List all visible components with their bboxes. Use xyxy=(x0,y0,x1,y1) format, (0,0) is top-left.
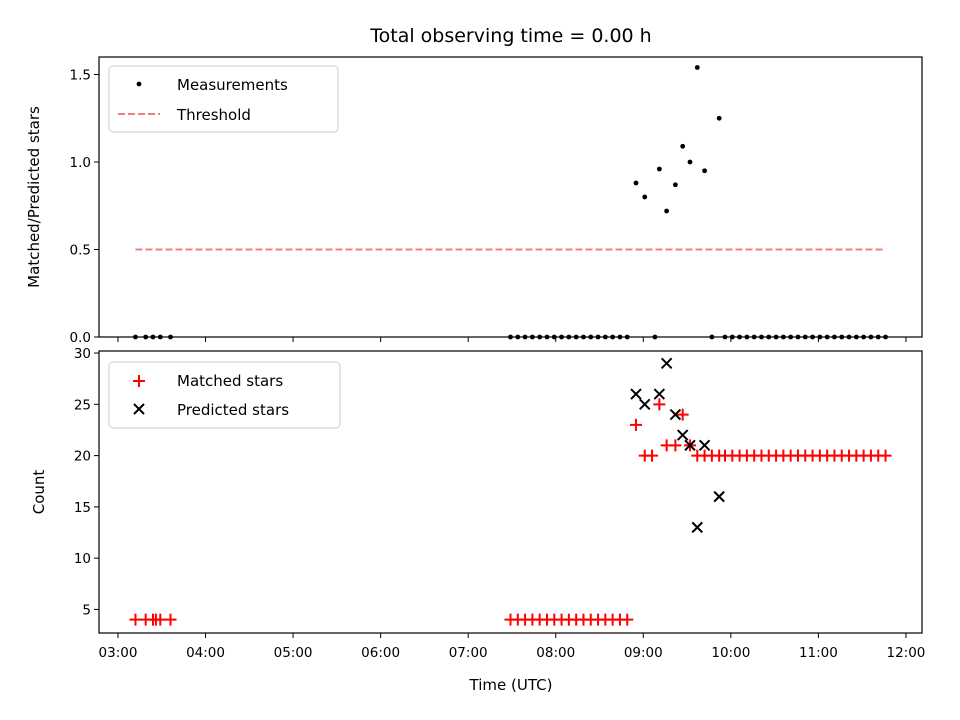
bottom-y-tick-label: 10 xyxy=(74,551,91,567)
matched-stars-point xyxy=(621,613,634,626)
bottom-y-tick-label: 15 xyxy=(74,500,91,516)
predicted-stars-point xyxy=(691,521,703,534)
bottom-x-tick-label: 12:00 xyxy=(886,645,925,661)
x-axis-label: Time (UTC) xyxy=(469,676,553,694)
bottom-x-tick-label: 11:00 xyxy=(799,645,838,661)
matched-stars-point xyxy=(154,613,167,626)
legend-predicted-marker xyxy=(133,403,145,415)
measurements-point xyxy=(694,65,700,70)
top-y-tick-label: 0.0 xyxy=(70,330,91,346)
matched-stars-point xyxy=(646,449,659,462)
bottom-panel: 5 10 15 20 25 30 03:00 04:00 05:00 06:00 07:00 08:… xyxy=(30,346,925,694)
top-panel: 0.0 0.5 1.0 1.5 Matched/Predicted stars Mea… xyxy=(25,56,923,346)
bottom-plot-marks xyxy=(129,357,892,626)
legend-measurements-label: Measurements xyxy=(177,76,288,94)
bottom-y-tick-label: 20 xyxy=(74,449,91,465)
top-legend-box xyxy=(108,65,339,133)
top-y-tick-label: 0.5 xyxy=(70,243,91,259)
measurements-point xyxy=(656,166,662,172)
measurements-point xyxy=(633,180,639,186)
top-x-ticks xyxy=(117,337,907,342)
top-y-axis-label: Matched/Predicted stars xyxy=(25,106,43,288)
matched-stars-point xyxy=(164,613,177,626)
predicted-stars-point xyxy=(698,439,711,452)
bottom-y-tick-label: 25 xyxy=(74,397,91,413)
matched-stars-point xyxy=(653,398,666,411)
legend-measurements-marker xyxy=(136,81,142,87)
legend-matched-label: Matched stars xyxy=(177,372,283,390)
top-y-tick-label: 1.5 xyxy=(70,68,91,84)
bottom-x-tick-label: 04:00 xyxy=(186,645,225,661)
matched-stars-point xyxy=(669,439,682,452)
top-axes-frame xyxy=(98,56,923,338)
bottom-x-tick-label: 10:00 xyxy=(711,645,750,661)
predicted-stars-point xyxy=(684,439,696,452)
predicted-stars-point xyxy=(676,429,689,441)
bottom-legend-box xyxy=(108,361,341,429)
predicted-stars-point xyxy=(639,398,651,411)
predicted-stars-point xyxy=(653,388,666,400)
legend-threshold-label: Threshold xyxy=(176,106,251,124)
bottom-y-tick-label: 5 xyxy=(82,602,91,618)
measurements-point xyxy=(672,182,678,188)
predicted-stars-point xyxy=(660,357,673,370)
bottom-y-ticks: 5 10 15 20 25 30 xyxy=(74,346,99,618)
bottom-x-tick-label: 05:00 xyxy=(274,645,313,661)
top-y-tick-label: 1.0 xyxy=(70,155,91,171)
bottom-x-tick-label: 08:00 xyxy=(536,645,575,661)
top-y-ticks: 0.0 0.5 1.0 1.5 xyxy=(70,68,99,346)
bottom-y-axis-label: Count xyxy=(30,470,48,515)
measurements-point xyxy=(642,194,648,200)
matched-stars-point xyxy=(879,449,892,462)
measurements-point xyxy=(664,208,670,214)
bottom-x-tick-label: 07:00 xyxy=(449,645,488,661)
bottom-legend: Matched stars Predicted stars xyxy=(108,361,341,429)
matched-stars-point xyxy=(129,613,142,626)
bottom-x-tick-label: 06:00 xyxy=(361,645,400,661)
bottom-x-ticks: 03:00 04:00 05:00 06:00 07:00 08:00 09:00 10:00… xyxy=(99,633,925,661)
measurements-point xyxy=(716,115,722,121)
bottom-y-tick-label: 30 xyxy=(74,346,91,362)
top-legend: Measurements Threshold xyxy=(108,65,339,133)
legend-predicted-label: Predicted stars xyxy=(177,401,289,419)
measurements-point xyxy=(687,159,693,165)
bottom-axes-frame xyxy=(98,350,923,634)
predicted-stars-point xyxy=(630,388,642,400)
bottom-x-tick-label: 09:00 xyxy=(624,645,663,661)
predicted-stars-point xyxy=(713,490,725,503)
matched-stars-point xyxy=(629,418,642,431)
measurements-point xyxy=(680,143,686,149)
predicted-stars-point xyxy=(669,408,682,421)
chart-title: Total observing time = 0.00 h xyxy=(369,25,651,47)
measurements-point xyxy=(702,168,707,174)
bottom-x-tick-label: 03:00 xyxy=(99,645,138,661)
matched-stars-point xyxy=(676,408,689,421)
legend-matched-marker xyxy=(133,375,145,387)
